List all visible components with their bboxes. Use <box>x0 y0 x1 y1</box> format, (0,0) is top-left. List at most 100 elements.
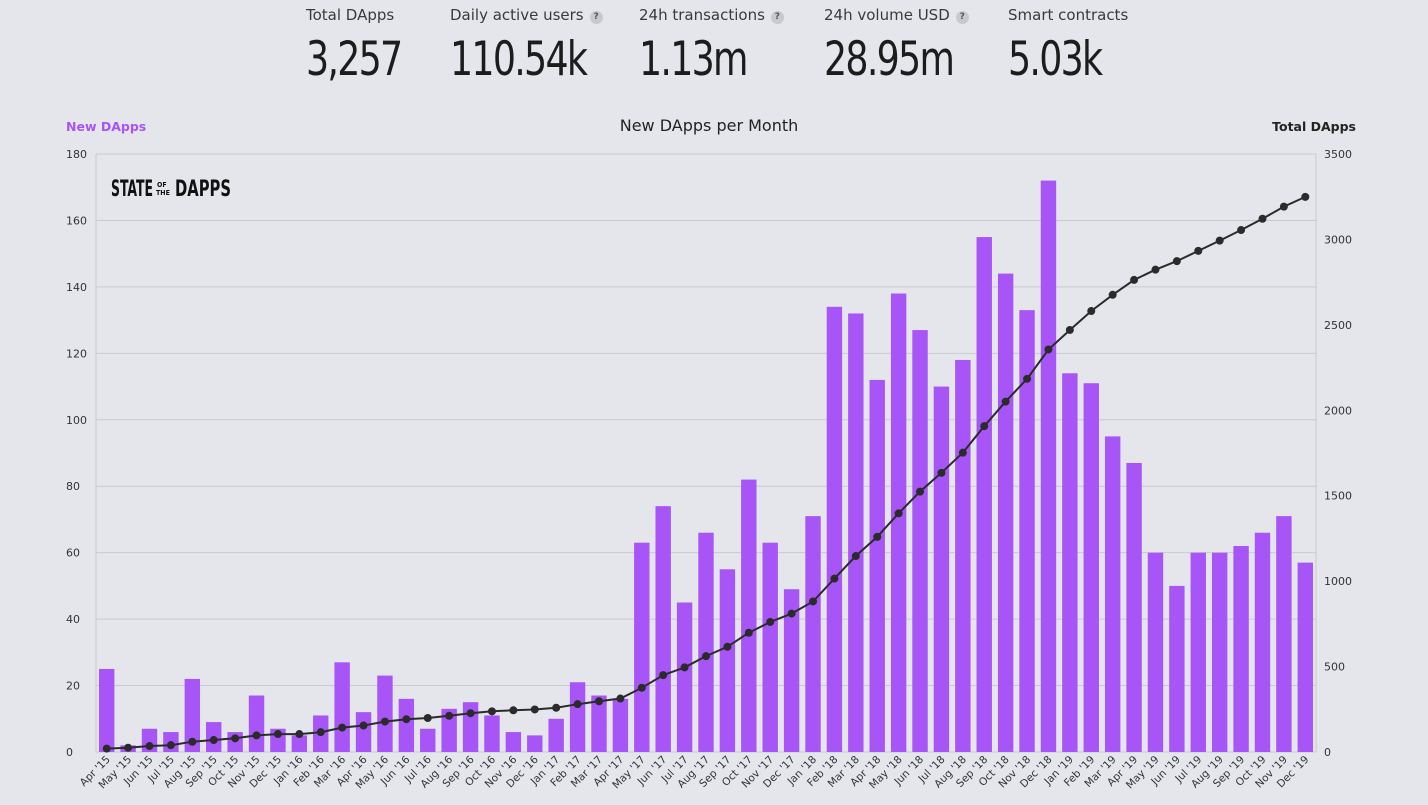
bar[interactable] <box>569 682 586 752</box>
total-point[interactable] <box>1301 192 1310 201</box>
total-point[interactable] <box>466 709 475 718</box>
bar[interactable] <box>1276 516 1292 752</box>
total-point[interactable] <box>145 742 154 751</box>
total-point[interactable] <box>787 609 796 618</box>
bar[interactable] <box>1083 383 1099 752</box>
bar[interactable] <box>334 662 350 752</box>
total-point[interactable] <box>873 532 882 541</box>
total-point[interactable] <box>573 700 582 709</box>
total-point[interactable] <box>1108 290 1117 299</box>
bar[interactable] <box>248 695 265 752</box>
total-point[interactable] <box>316 728 325 737</box>
bar[interactable] <box>955 359 971 752</box>
total-point[interactable] <box>295 730 304 739</box>
total-point[interactable] <box>830 574 839 583</box>
total-point[interactable] <box>980 422 989 431</box>
total-point[interactable] <box>1194 246 1203 255</box>
total-point[interactable] <box>1130 275 1139 284</box>
bar[interactable] <box>355 712 372 752</box>
total-point[interactable] <box>359 721 368 730</box>
bar[interactable] <box>1019 310 1035 752</box>
total-point[interactable] <box>894 509 903 518</box>
total-point[interactable] <box>637 683 646 692</box>
bar[interactable] <box>783 589 800 752</box>
bar[interactable] <box>676 602 693 753</box>
total-point[interactable] <box>552 703 561 712</box>
bar[interactable] <box>1062 373 1078 752</box>
bar[interactable] <box>1254 532 1271 752</box>
total-point[interactable] <box>445 711 454 720</box>
total-point[interactable] <box>851 552 860 561</box>
total-point[interactable] <box>509 706 518 715</box>
total-point[interactable] <box>1001 397 1010 406</box>
bar[interactable] <box>1147 552 1164 752</box>
total-point[interactable] <box>1258 214 1267 223</box>
bar[interactable] <box>527 735 543 752</box>
bar[interactable] <box>591 695 607 752</box>
bar[interactable] <box>805 516 821 752</box>
bar[interactable] <box>1190 552 1206 752</box>
total-point[interactable] <box>616 694 625 703</box>
total-point[interactable] <box>231 734 240 743</box>
bar[interactable] <box>1104 436 1121 752</box>
bar[interactable] <box>548 718 564 752</box>
bar[interactable] <box>612 698 629 752</box>
total-point[interactable] <box>273 730 282 739</box>
bar[interactable] <box>398 698 415 752</box>
total-point[interactable] <box>1237 226 1246 235</box>
total-point[interactable] <box>916 487 925 496</box>
total-point[interactable] <box>723 642 732 651</box>
total-point[interactable] <box>702 652 710 661</box>
bar[interactable] <box>933 386 950 752</box>
bar[interactable] <box>912 330 928 752</box>
total-point[interactable] <box>1044 345 1053 354</box>
total-point[interactable] <box>659 671 668 680</box>
total-point[interactable] <box>958 448 967 457</box>
help-icon[interactable]: ? <box>955 10 969 24</box>
bar[interactable] <box>698 532 714 752</box>
total-point[interactable] <box>380 717 389 726</box>
bar[interactable] <box>1211 552 1228 752</box>
total-point[interactable] <box>1065 325 1074 334</box>
total-point[interactable] <box>744 628 753 637</box>
bar[interactable] <box>762 542 778 752</box>
bar[interactable] <box>98 668 115 752</box>
bar[interactable] <box>848 313 864 752</box>
total-point[interactable] <box>1151 265 1160 274</box>
bar[interactable] <box>890 293 907 752</box>
total-point[interactable] <box>102 744 111 753</box>
total-point[interactable] <box>124 743 133 752</box>
bar[interactable] <box>655 506 671 752</box>
bar[interactable] <box>869 379 885 752</box>
bar[interactable] <box>1297 562 1314 752</box>
help-icon[interactable]: ? <box>770 10 784 24</box>
total-point[interactable] <box>423 713 432 722</box>
total-point[interactable] <box>166 741 175 750</box>
total-point[interactable] <box>252 731 261 740</box>
bar[interactable] <box>1040 180 1057 753</box>
bar[interactable] <box>1169 585 1185 752</box>
total-point[interactable] <box>766 617 775 626</box>
total-point[interactable] <box>188 737 197 746</box>
bar[interactable] <box>1233 546 1249 752</box>
bar[interactable] <box>441 708 457 752</box>
bar[interactable] <box>719 569 736 752</box>
total-point[interactable] <box>594 697 603 706</box>
total-point[interactable] <box>1215 236 1224 245</box>
bar[interactable] <box>997 273 1014 752</box>
bar[interactable] <box>505 732 522 752</box>
total-point[interactable] <box>338 723 347 732</box>
total-point[interactable] <box>1279 202 1288 211</box>
total-point[interactable] <box>680 663 689 672</box>
total-point[interactable] <box>809 597 818 606</box>
bar[interactable] <box>741 479 757 752</box>
bar[interactable] <box>377 675 393 752</box>
bar[interactable] <box>291 735 308 752</box>
total-point[interactable] <box>1172 257 1181 266</box>
bar[interactable] <box>1126 462 1142 752</box>
bar[interactable] <box>484 715 500 752</box>
total-point[interactable] <box>937 468 946 477</box>
bar[interactable] <box>184 678 201 752</box>
total-point[interactable] <box>209 736 218 745</box>
total-point[interactable] <box>1023 374 1032 383</box>
